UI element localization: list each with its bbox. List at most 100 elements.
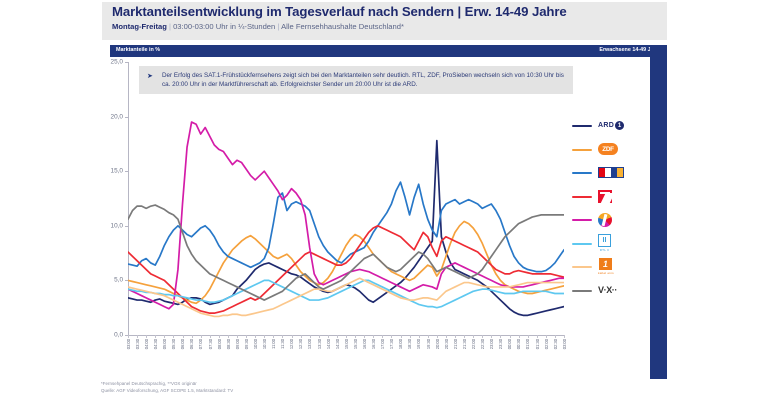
series-line [128, 122, 564, 309]
x-axis-label: 15:30 [352, 339, 358, 350]
rtl-logo-icon [598, 164, 624, 181]
x-axis-tick [418, 335, 420, 338]
x-axis-label: 07:00 [198, 339, 204, 350]
legend-color-swatch [572, 172, 592, 175]
x-axis-label: 11:00 [271, 339, 277, 349]
x-axis-tick [291, 335, 293, 338]
x-axis-tick [391, 335, 393, 338]
x-axis-label: 04:30 [153, 339, 159, 350]
x-axis-label: 16:00 [361, 339, 367, 350]
x-axis-label: 09:00 [234, 339, 240, 350]
x-axis-label: 22:30 [480, 339, 486, 350]
x-axis-tick [318, 335, 320, 338]
x-axis-tick [364, 335, 366, 338]
x-axis-label: 17:00 [380, 339, 386, 350]
y-axis-label: 15,0 [110, 167, 123, 175]
zdf-logo-icon: ZDF [598, 141, 618, 158]
k1-logo-icon: 1 kabel eins [598, 258, 614, 275]
x-axis-label: 01:00 [525, 339, 531, 350]
x-axis-label: 12:00 [289, 339, 295, 350]
x-axis-tick [300, 335, 302, 338]
x-axis-label: 03:30 [134, 339, 140, 350]
x-axis-label: 02:00 [543, 339, 549, 350]
x-axis-tick [427, 335, 429, 338]
legend-item-zdf[interactable]: ZDF [572, 140, 646, 164]
y-axis-label: 5,0 [114, 276, 123, 284]
legend-item-vox[interactable]: V·X·· [572, 281, 646, 305]
x-axis-label: 15:00 [343, 339, 349, 350]
x-axis-tick [409, 335, 411, 338]
legend-color-swatch [572, 148, 592, 151]
x-axis-tick [473, 335, 475, 338]
subtitle-sep-1: | [168, 22, 171, 31]
x-axis-label: 19:30 [425, 339, 431, 350]
unit-label: Marktanteile in % [116, 47, 161, 54]
x-axis-label: 08:30 [225, 339, 231, 350]
x-axis-label: 23:00 [489, 339, 495, 350]
x-axis-label: 02:30 [552, 339, 558, 350]
x-axis-tick [155, 335, 157, 338]
page-subtitle: Montag-Freitag | 03:00-03:00 Uhr in ¼-St… [112, 22, 662, 31]
legend-color-swatch [572, 266, 592, 269]
x-axis-label: 03:00 [561, 339, 567, 350]
x-axis-tick [382, 335, 384, 338]
legend-item-prosieben[interactable] [572, 187, 646, 211]
p7-logo-icon [598, 188, 612, 205]
page-title: Marktanteilsentwicklung im Tagesverlauf … [112, 4, 567, 19]
x-axis-tick [527, 335, 529, 338]
x-axis-label: 07:30 [207, 339, 213, 350]
legend-item-rtl[interactable] [572, 163, 646, 187]
x-axis-label: 05:00 [162, 339, 168, 350]
ard-logo-icon: ARD 1 [598, 117, 625, 134]
insight-text: Der Erfolg des SAT.1-Frühstückfernsehens… [162, 71, 564, 89]
x-axis-tick [227, 335, 229, 338]
x-axis-tick [209, 335, 211, 338]
footnote-source: Quelle: AGF Videoforschung, AGF SCOPE 1.… [101, 388, 234, 393]
legend-item-sat-1[interactable] [572, 210, 646, 234]
series-line [128, 280, 564, 307]
y-axis-label: 0,0 [114, 331, 123, 339]
x-axis-tick [191, 335, 193, 338]
x-axis-tick [545, 335, 547, 338]
x-axis-tick [237, 335, 238, 338]
x-axis-label: 18:30 [407, 339, 413, 350]
x-axis-tick [264, 335, 266, 338]
x-axis-label: 23:30 [498, 339, 504, 350]
x-axis-label: 04:00 [143, 339, 149, 350]
x-axis-tick [500, 335, 502, 338]
series-line [128, 278, 564, 316]
x-axis-label: 12:30 [298, 339, 304, 350]
x-axis-label: 13:00 [307, 339, 313, 350]
x-axis-tick [146, 335, 148, 338]
x-axis-label: 21:00 [452, 339, 458, 350]
x-axis-tick [509, 335, 511, 338]
x-axis-tick [564, 335, 565, 338]
x-axis-tick [336, 335, 338, 338]
legend-color-swatch [572, 195, 592, 198]
chart-legend: ARD 1 ZDF II RTL II 1 kabel eins V·X·· [572, 116, 646, 304]
x-axis-label: 20:30 [443, 339, 449, 350]
legend-item-rtl-ii[interactable]: II RTL II [572, 234, 646, 258]
y-axis-tick [125, 335, 128, 336]
x-axis-tick [273, 335, 275, 338]
line-chart-plot [128, 62, 564, 335]
series-line [128, 205, 564, 300]
vox-logo-icon: V·X·· [598, 285, 617, 295]
y-axis-tick [125, 280, 128, 282]
y-axis-label: 20,0 [110, 112, 123, 120]
x-axis-tick [309, 335, 311, 338]
x-axis-label: 16:30 [371, 339, 377, 350]
x-axis-label: 20:00 [434, 339, 440, 350]
x-axis-tick [373, 335, 375, 338]
series-line [128, 182, 564, 272]
x-axis-label: 10:00 [252, 339, 258, 350]
header-band [102, 2, 667, 40]
x-axis-label: 09:30 [243, 339, 249, 350]
x-axis-label: 01:30 [534, 339, 540, 350]
legend-item-ard[interactable]: ARD 1 [572, 116, 646, 140]
x-axis-tick [400, 335, 402, 338]
x-axis-tick [327, 335, 329, 338]
legend-item-kabel-eins[interactable]: 1 kabel eins [572, 257, 646, 281]
x-axis-label: 22:00 [470, 339, 476, 350]
bullet-arrow-icon: ➤ [147, 73, 153, 80]
